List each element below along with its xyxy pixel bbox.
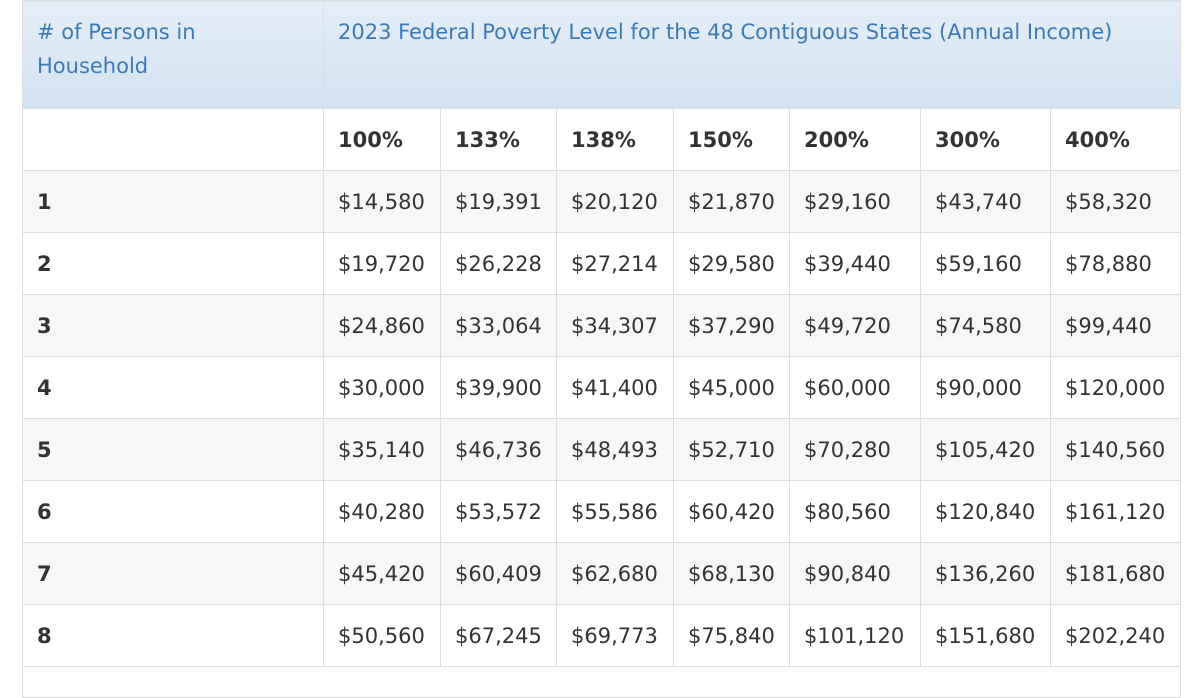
- income-cell: $78,880: [1050, 232, 1181, 295]
- income-cell: $67,245: [440, 604, 557, 667]
- table-body: 100% 133% 138% 150% 200% 300% 400% 1 $14,580 $19…: [22, 108, 1181, 698]
- percent-header: 200%: [789, 108, 921, 171]
- income-cell: $90,840: [789, 542, 921, 605]
- income-cell: $75,840: [673, 604, 790, 667]
- income-cell: $19,391: [440, 170, 557, 233]
- percent-row: 100% 133% 138% 150% 200% 300% 400%: [22, 108, 1181, 171]
- income-cell: $105,420: [920, 418, 1051, 481]
- footnote-cell: [22, 666, 1181, 698]
- income-cell: $21,870: [673, 170, 790, 233]
- income-cell: $161,120: [1050, 480, 1181, 543]
- blank-cell: [22, 108, 324, 171]
- income-cell: $53,572: [440, 480, 557, 543]
- income-cell: $55,586: [556, 480, 674, 543]
- data-row: 3 $24,860 $33,064 $34,307 $37,290 $49,720 $74,…: [22, 294, 1181, 357]
- income-cell: $69,773: [556, 604, 674, 667]
- income-cell: $60,420: [673, 480, 790, 543]
- percent-header: 150%: [673, 108, 790, 171]
- persons-cell: 2: [22, 232, 324, 295]
- income-cell: $30,000: [323, 356, 441, 419]
- income-cell: $46,736: [440, 418, 557, 481]
- persons-cell: 3: [22, 294, 324, 357]
- income-cell: $74,580: [920, 294, 1051, 357]
- income-cell: $68,130: [673, 542, 790, 605]
- persons-header-text: # of Persons in Household: [37, 20, 196, 78]
- data-row: 8 $50,560 $67,245 $69,773 $75,840 $101,120 $15…: [22, 604, 1181, 667]
- income-cell: $40,280: [323, 480, 441, 543]
- percent-header: 100%: [323, 108, 441, 171]
- poverty-table: # of Persons in Household 2023 Federal P…: [22, 0, 1181, 698]
- income-cell: $136,260: [920, 542, 1051, 605]
- data-row: 7 $45,420 $60,409 $62,680 $68,130 $90,840 $136…: [22, 542, 1181, 605]
- persons-cell: 5: [22, 418, 324, 481]
- persons-cell: 1: [22, 170, 324, 233]
- income-cell: $140,560: [1050, 418, 1181, 481]
- income-cell: $120,840: [920, 480, 1051, 543]
- income-cell: $120,000: [1050, 356, 1181, 419]
- income-cell: $50,560: [323, 604, 441, 667]
- income-cell: $39,900: [440, 356, 557, 419]
- income-cell: $99,440: [1050, 294, 1181, 357]
- data-row: 2 $19,720 $26,228 $27,214 $29,580 $39,440 $59,…: [22, 232, 1181, 295]
- income-cell: $33,064: [440, 294, 557, 357]
- page: # of Persons in Household 2023 Federal P…: [22, 0, 1181, 698]
- income-cell: $59,160: [920, 232, 1051, 295]
- income-cell: $24,860: [323, 294, 441, 357]
- income-cell: $202,240: [1050, 604, 1181, 667]
- persons-header: # of Persons in Household: [22, 0, 324, 109]
- income-cell: $35,140: [323, 418, 441, 481]
- income-cell: $26,228: [440, 232, 557, 295]
- income-cell: $43,740: [920, 170, 1051, 233]
- data-row: 6 $40,280 $53,572 $55,586 $60,420 $80,560 $120…: [22, 480, 1181, 543]
- income-cell: $101,120: [789, 604, 921, 667]
- income-cell: $14,580: [323, 170, 441, 233]
- table-title: 2023 Federal Poverty Level for the 48 Co…: [323, 0, 1181, 109]
- income-cell: $70,280: [789, 418, 921, 481]
- income-cell: $34,307: [556, 294, 674, 357]
- income-cell: $58,320: [1050, 170, 1181, 233]
- income-cell: $80,560: [789, 480, 921, 543]
- income-cell: $19,720: [323, 232, 441, 295]
- percent-header: 300%: [920, 108, 1051, 171]
- persons-cell: 4: [22, 356, 324, 419]
- income-cell: $39,440: [789, 232, 921, 295]
- income-cell: $45,000: [673, 356, 790, 419]
- percent-header: 400%: [1050, 108, 1181, 171]
- percent-header: 133%: [440, 108, 557, 171]
- percent-header: 138%: [556, 108, 674, 171]
- income-cell: $151,680: [920, 604, 1051, 667]
- income-cell: $60,000: [789, 356, 921, 419]
- persons-cell: 6: [22, 480, 324, 543]
- income-cell: $90,000: [920, 356, 1051, 419]
- income-cell: $27,214: [556, 232, 674, 295]
- income-cell: $20,120: [556, 170, 674, 233]
- data-row: 1 $14,580 $19,391 $20,120 $21,870 $29,160 $43,…: [22, 170, 1181, 233]
- income-cell: $41,400: [556, 356, 674, 419]
- persons-cell: 8: [22, 604, 324, 667]
- header-row: # of Persons in Household 2023 Federal P…: [22, 0, 1181, 109]
- data-row: 4 $30,000 $39,900 $41,400 $45,000 $60,000 $90,…: [22, 356, 1181, 419]
- footnote-row: [22, 666, 1181, 698]
- income-cell: $45,420: [323, 542, 441, 605]
- income-cell: $29,160: [789, 170, 921, 233]
- income-cell: $37,290: [673, 294, 790, 357]
- income-cell: $29,580: [673, 232, 790, 295]
- income-cell: $181,680: [1050, 542, 1181, 605]
- income-cell: $60,409: [440, 542, 557, 605]
- data-row: 5 $35,140 $46,736 $48,493 $52,710 $70,280 $105…: [22, 418, 1181, 481]
- income-cell: $49,720: [789, 294, 921, 357]
- income-cell: $62,680: [556, 542, 674, 605]
- persons-cell: 7: [22, 542, 324, 605]
- income-cell: $52,710: [673, 418, 790, 481]
- income-cell: $48,493: [556, 418, 674, 481]
